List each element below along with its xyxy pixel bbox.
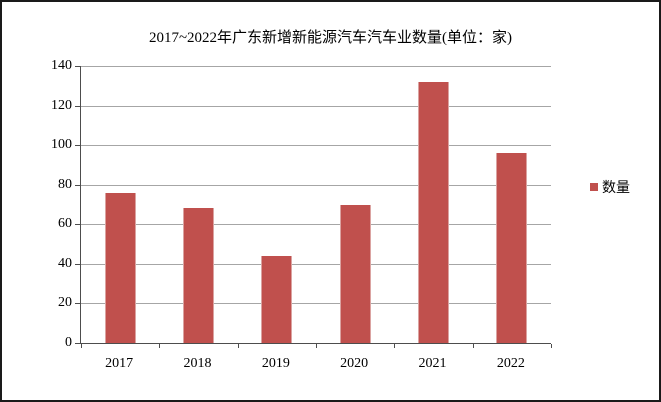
- y-axis-label-40: 40: [58, 255, 72, 271]
- x-axis-label-2017: 2017: [105, 356, 134, 371]
- y-axis-label-0: 0: [65, 335, 72, 350]
- x-axis-tick: [237, 344, 239, 348]
- plot-area: [75, 66, 552, 348]
- y-axis-tick: [75, 145, 80, 147]
- y-axis-tick: [75, 303, 80, 305]
- bar-2018: [183, 208, 214, 343]
- y-axis-tick: [75, 184, 80, 186]
- y-axis-label-100: 100: [51, 137, 72, 153]
- x-axis-label-2021: 2021: [418, 356, 447, 371]
- x-axis-tick: [159, 344, 161, 348]
- legend: 数量: [590, 177, 630, 197]
- y-axis-tick: [75, 105, 80, 107]
- gridline-y-140: [81, 66, 551, 67]
- bar-2017: [104, 192, 136, 343]
- x-axis-tick: [316, 344, 317, 348]
- y-axis-label-120: 120: [51, 97, 72, 113]
- x-axis-label-2020: 2020: [340, 356, 369, 371]
- x-axis-label-2019: 2019: [261, 356, 290, 371]
- gridline-y-100: [81, 145, 551, 147]
- y-axis-tick: [75, 343, 80, 344]
- y-axis-tick: [75, 66, 80, 67]
- y-axis-label-60: 60: [58, 216, 72, 232]
- x-axis-tick: [551, 344, 552, 348]
- legend-label: 数量: [602, 181, 630, 196]
- y-axis-tick: [75, 263, 80, 265]
- gridline-y-20: [81, 303, 551, 305]
- gridline-y-60: [81, 224, 551, 226]
- y-axis-label-20: 20: [58, 295, 72, 311]
- x-axis-tick: [394, 344, 396, 348]
- gridline-y-40: [81, 263, 551, 265]
- gridline-y-120: [81, 105, 551, 107]
- x-axis-tick: [472, 344, 474, 348]
- legend-color-swatch-icon: [590, 183, 598, 191]
- y-axis-label-140: 140: [51, 58, 72, 73]
- y-axis-label-80: 80: [58, 176, 72, 192]
- bar-2021: [418, 81, 449, 343]
- bar-2019: [261, 255, 293, 343]
- x-axis-tick: [81, 344, 82, 348]
- x-axis-label-2022: 2022: [496, 356, 525, 371]
- x-axis-label-2018: 2018: [183, 356, 212, 371]
- bar-2022: [496, 153, 528, 343]
- chart-title: 2017~2022年广东新增新能源汽车汽车业数量(单位：家): [148, 30, 513, 46]
- gridline-y-80: [81, 184, 551, 186]
- bar-2020: [339, 204, 371, 343]
- y-axis-tick: [75, 224, 80, 226]
